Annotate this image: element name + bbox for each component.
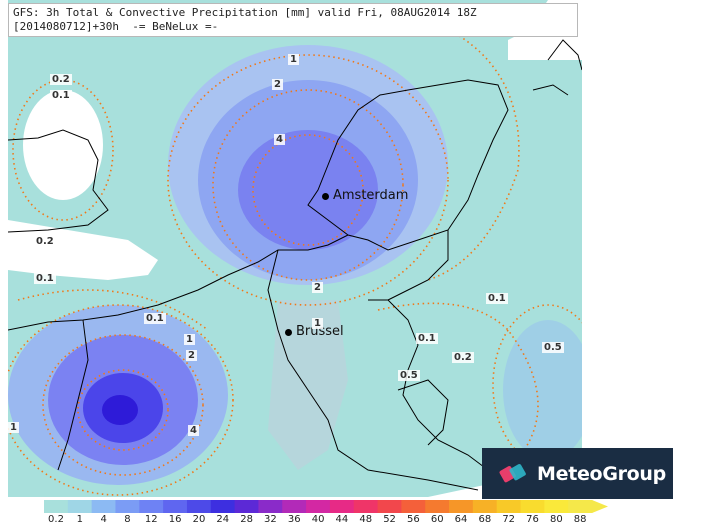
contour-label: 0.2 <box>50 74 72 85</box>
legend-swatch <box>472 500 498 513</box>
contour-label: 0.1 <box>486 293 508 304</box>
city-label-amsterdam: Amsterdam <box>333 188 409 203</box>
contour-lines <box>8 19 582 496</box>
legend-swatch <box>353 500 379 513</box>
legend-tick-label: 60 <box>430 514 444 525</box>
legend-swatch <box>139 500 164 513</box>
contour-label: 0.1 <box>34 273 56 284</box>
brand-name: MeteoGroup <box>537 462 666 485</box>
light-field-belgium <box>268 300 348 470</box>
legend-swatch <box>377 500 402 513</box>
legend-swatch <box>496 500 522 513</box>
legend-swatch <box>91 500 116 513</box>
clear-area-west <box>8 220 158 280</box>
contour-label: 4 <box>188 425 199 436</box>
legend-tick-label: 52 <box>383 514 396 525</box>
map-title-box: GFS: 3h Total & Convective Precipitation… <box>8 3 578 37</box>
core-field-north <box>238 130 378 250</box>
precipitation-map: Amsterdam Brussel 1 2 4 0.2 0.1 0.2 0.1 … <box>8 0 582 497</box>
legend-swatch <box>282 500 307 513</box>
legend-swatch <box>401 500 426 513</box>
legend-tick-label: 28 <box>240 514 253 525</box>
legend-tick-label: 20 <box>192 514 206 525</box>
legend-tick-label: 40 <box>311 514 325 525</box>
legend-tick-label: 88 <box>573 514 587 525</box>
legend-swatch <box>520 500 545 513</box>
legend-swatch <box>306 500 331 513</box>
city-label-brussel: Brussel <box>296 324 344 339</box>
contour-label: 2 <box>312 282 323 293</box>
contour-label: 0.2 <box>34 236 56 247</box>
legend-swatch <box>425 500 450 513</box>
map-title: GFS: 3h Total & Convective Precipitation… <box>13 6 477 19</box>
meteogroup-logo: MeteoGroup <box>482 448 673 499</box>
clear-area-uk <box>23 90 103 200</box>
legend-tick-label: 44 <box>335 514 349 525</box>
contour-label: 0.5 <box>542 342 564 353</box>
legend-tick-label: 4 <box>100 514 107 525</box>
contour-label: 0.2 <box>452 352 474 363</box>
legend-tick-label: 32 <box>264 514 277 525</box>
legend-tick-label: 16 <box>168 514 182 525</box>
legend-tick-label: 56 <box>407 514 420 525</box>
legend-tick-label: 36 <box>287 514 301 525</box>
legend-tick-label: 48 <box>359 514 373 525</box>
legend-swatch <box>44 500 69 513</box>
legend-tick-label: 8 <box>124 514 131 525</box>
legend-tick-label: 76 <box>526 514 539 525</box>
contour-label: 0.1 <box>144 313 166 324</box>
contour-label: 1 <box>312 318 323 329</box>
legend-tick-label: 24 <box>216 514 230 525</box>
peak-field-south <box>102 395 138 425</box>
coastlines-and-borders <box>8 79 509 491</box>
legend-swatch <box>544 500 569 513</box>
brussel-marker <box>285 329 292 336</box>
legend-swatch <box>234 500 259 513</box>
legend-arrow-icon <box>592 500 608 513</box>
legend-swatch <box>449 500 474 513</box>
contour-label: 2 <box>186 350 197 361</box>
contour-label: 0.5 <box>398 370 420 381</box>
map-subtitle: [2014080712]+30h -= BeNeLux =- <box>13 20 219 33</box>
legend-swatch <box>329 500 355 513</box>
contour-label: 0.1 <box>50 90 72 101</box>
contour-label: 1 <box>8 422 19 433</box>
legend-swatch <box>210 500 236 513</box>
contour-label: 1 <box>184 334 195 345</box>
legend-swatch <box>258 500 283 513</box>
legend-tick-label: 80 <box>549 514 563 525</box>
meteogroup-mark-icon <box>499 463 526 482</box>
amsterdam-marker <box>322 193 329 200</box>
legend-tick-label: 68 <box>478 514 492 525</box>
legend-swatch <box>568 500 593 513</box>
legend-swatch <box>163 500 188 513</box>
legend-swatch <box>186 500 212 513</box>
contour-label: 1 <box>288 54 299 65</box>
legend-tick-label: 0.2 <box>48 514 64 525</box>
legend-tick-label: 12 <box>144 514 158 525</box>
legend-tick-label: 64 <box>454 514 468 525</box>
map-canvas <box>8 0 582 497</box>
contour-label: 2 <box>272 79 283 90</box>
danish-islands <box>532 39 582 96</box>
light-field-east <box>503 320 582 460</box>
precipitation-legend-bar <box>44 500 608 513</box>
legend-tick-label: 72 <box>502 514 516 525</box>
contour-label: 4 <box>274 134 285 145</box>
legend-tick-label: 1 <box>76 514 83 525</box>
legend-swatch <box>115 500 140 513</box>
legend-swatch <box>67 500 93 513</box>
contour-label: 0.1 <box>416 333 438 344</box>
